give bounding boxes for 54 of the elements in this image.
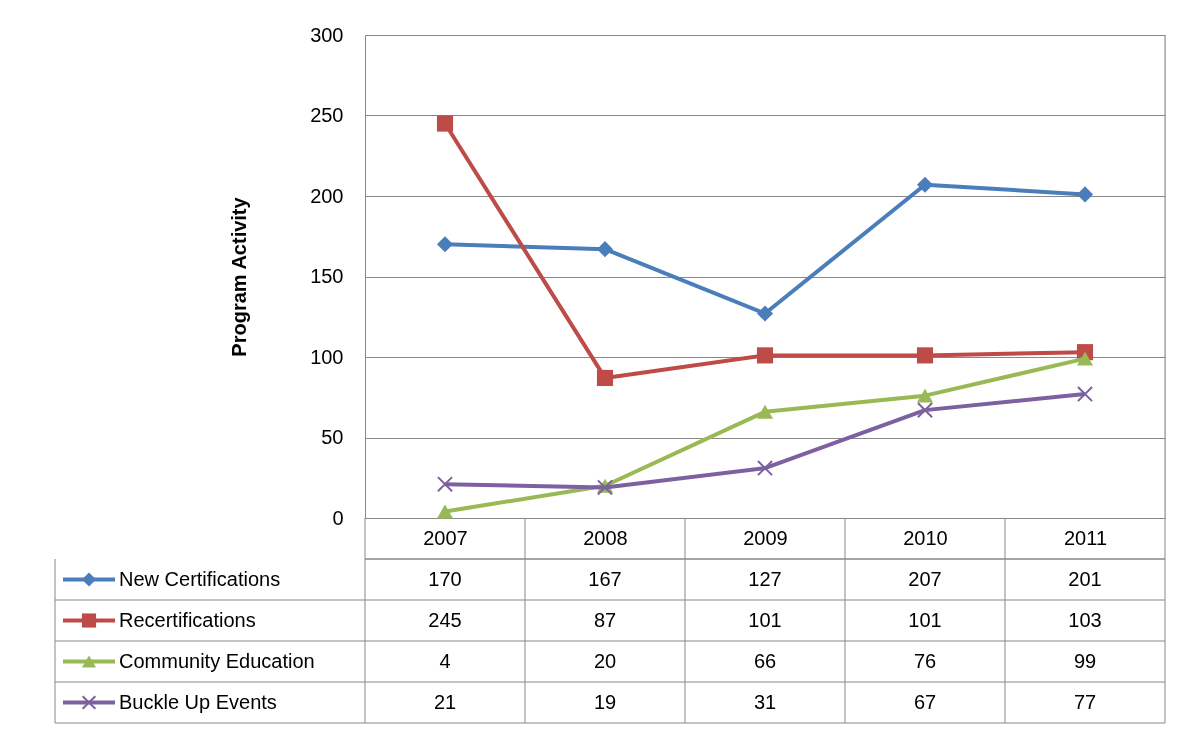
data-label: 170 [428,567,462,590]
data-label: 201 [1068,567,1102,590]
x-tick-label: 2008 [583,526,628,549]
point [596,369,614,386]
x-tick-label: 2009 [743,526,788,549]
legend-label: Community Education [119,649,315,672]
data-label: 101 [908,608,942,631]
point [1076,351,1094,366]
point [436,115,454,132]
data-label: 101 [748,608,782,631]
legend-label: New Certifications [119,567,281,590]
data-label: 207 [908,567,942,590]
data-label: 245 [428,608,462,631]
data-label: 127 [748,567,782,590]
data-label: 77 [1073,690,1097,713]
data-label: 31 [753,690,777,713]
point [916,388,934,403]
x-tick-label: 2011 [1063,526,1108,549]
point [436,236,454,253]
point [756,347,774,364]
legend-label: Buckle Up Events [119,690,277,713]
point [756,404,774,419]
y-tick-label: 0 [332,506,344,529]
data-label: 20 [593,649,617,672]
point [916,402,934,419]
data-label: 21 [433,690,457,713]
legend-label: Recertifications [119,608,256,631]
data-label: 66 [753,649,777,672]
point [436,476,454,493]
x-tick-label: 2007 [423,526,468,549]
data-label: 167 [588,567,622,590]
point [916,347,934,364]
point [1076,385,1094,403]
data-label: 19 [593,690,617,713]
y-tick-label: 300 [310,23,344,46]
data-label: 99 [1073,649,1097,672]
y-tick-label: 50 [321,426,344,448]
y-axis-title: Program Activity [228,196,251,357]
data-label: 76 [913,649,937,672]
point [1076,186,1094,203]
data-label: 4 [439,649,451,672]
point [756,460,774,477]
point [916,176,934,193]
point [596,241,614,258]
y-tick-label: 250 [310,104,344,126]
data-label: 103 [1068,608,1102,631]
x-tick-label: 2010 [903,526,948,549]
y-tick-label: 100 [310,345,344,368]
y-tick-label: 200 [310,184,344,207]
point [436,504,454,519]
y-tick-label: 150 [310,265,344,287]
data-label: 87 [593,608,617,631]
point [756,305,774,322]
data-label: 67 [913,690,937,713]
